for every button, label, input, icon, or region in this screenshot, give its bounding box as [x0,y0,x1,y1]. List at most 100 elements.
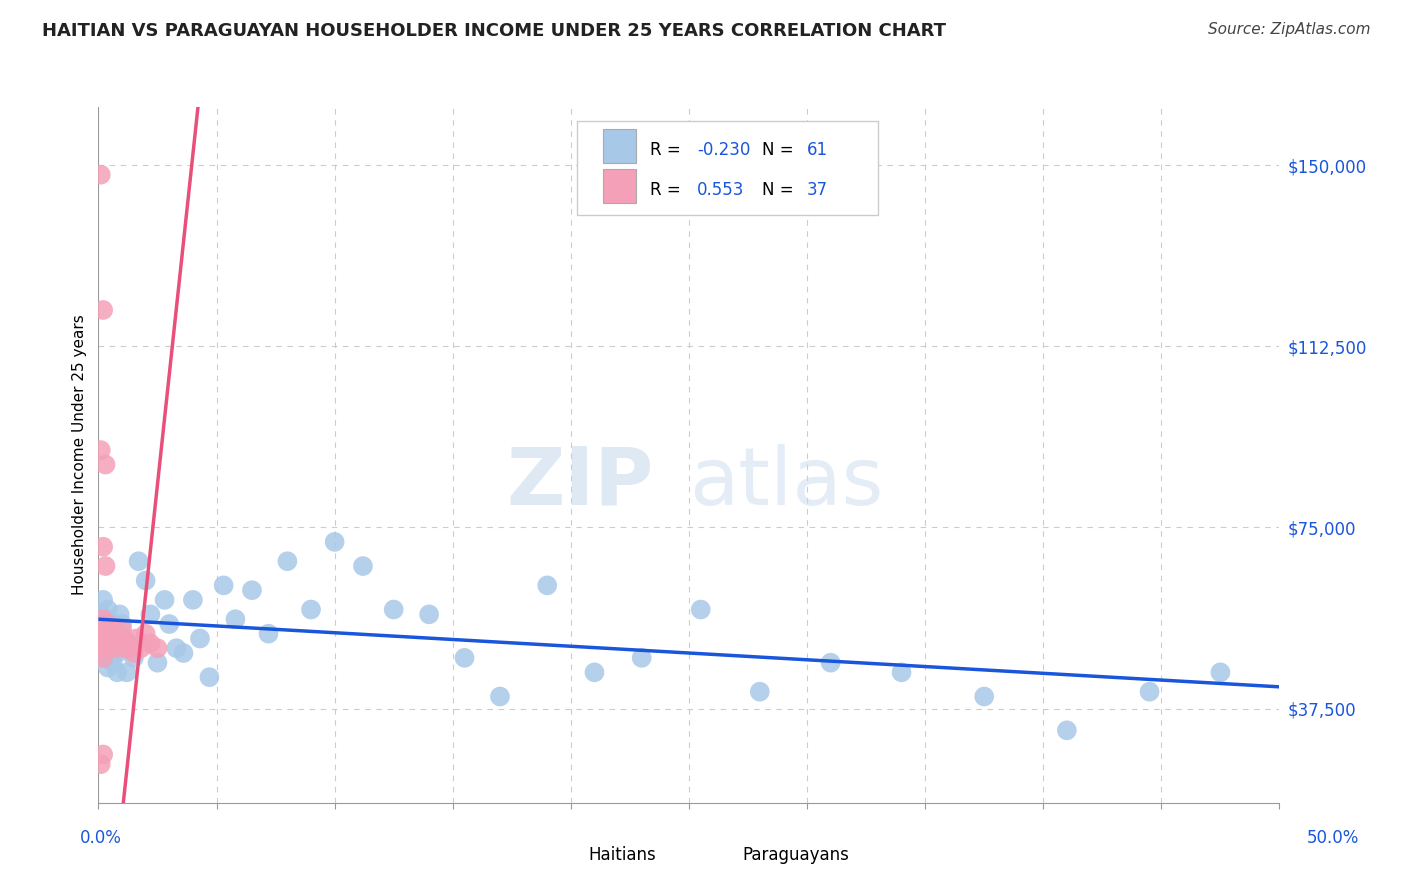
Point [489,690,512,704]
Point [323,534,346,549]
Point [90,622,112,636]
Text: atlas: atlas [689,443,883,522]
Point [689,602,711,616]
Point [240,583,263,598]
Text: N =: N = [762,141,799,160]
Point [146,656,169,670]
Point [1209,665,1232,680]
Point [118,641,141,656]
Point [118,636,141,650]
Text: R =: R = [650,141,686,160]
Y-axis label: Householder Income Under 25 years: Householder Income Under 25 years [72,315,87,595]
Point [105,665,128,680]
Point [276,554,298,568]
Text: 0.0%: 0.0% [80,829,122,847]
Point [97,602,120,616]
Point [91,540,114,554]
Point [1139,684,1161,698]
Point [108,607,131,622]
Point [352,559,374,574]
Point [90,168,112,182]
Point [135,626,157,640]
Text: ZIP: ZIP [506,443,654,522]
Point [90,641,112,656]
Point [98,641,121,656]
Point [115,665,138,680]
Text: 37: 37 [807,181,828,199]
Point [418,607,440,622]
Text: HAITIAN VS PARAGUAYAN HOUSEHOLDER INCOME UNDER 25 YEARS CORRELATION CHART: HAITIAN VS PARAGUAYAN HOUSEHOLDER INCOME… [42,22,946,40]
Point [122,646,145,660]
Point [101,617,124,632]
Point [90,443,112,458]
Point [583,665,606,680]
Point [104,626,127,640]
Point [973,690,995,704]
Point [90,757,112,772]
Point [91,617,114,632]
Text: Source: ZipAtlas.com: Source: ZipAtlas.com [1208,22,1371,37]
Text: 0.553: 0.553 [697,181,745,199]
Bar [603,129,636,163]
Point [172,646,194,660]
Point [90,607,112,622]
Point [112,641,135,656]
Point [101,622,124,636]
Point [453,651,475,665]
Point [97,626,120,640]
Point [104,626,127,640]
Point [890,665,912,680]
Point [108,641,131,656]
Point [188,632,211,646]
Text: 50.0%: 50.0% [1306,829,1360,847]
Point [98,622,121,636]
Point [101,656,124,670]
Point [91,592,114,607]
Bar [707,841,737,868]
Point [98,641,121,656]
Point [153,592,176,607]
Text: R =: R = [650,181,692,199]
Point [112,632,135,646]
Point [101,636,124,650]
Point [104,641,127,656]
Point [1056,723,1078,738]
Point [630,651,652,665]
Point [97,617,120,632]
Point [257,626,280,640]
Point [91,651,114,665]
Point [820,656,842,670]
Point [135,574,157,588]
Point [115,636,138,650]
Point [94,632,117,646]
Point [91,651,114,665]
Point [91,612,114,626]
Point [125,632,148,646]
Point [181,592,204,607]
Point [94,622,117,636]
Point [97,660,120,674]
Point [91,747,114,762]
Point [101,632,124,646]
Point [94,641,117,656]
Point [165,641,187,656]
Point [299,602,322,616]
Point [382,602,405,616]
Point [94,458,117,472]
Bar [603,169,636,202]
Point [97,636,120,650]
Point [139,607,162,622]
Point [129,641,152,656]
Point [111,617,134,632]
Point [90,632,112,646]
Point [104,636,127,650]
Point [94,646,117,660]
Point [105,646,128,660]
Point [146,641,169,656]
Point [97,636,120,650]
Point [111,622,134,636]
Point [91,303,114,318]
Bar [553,841,582,868]
Point [224,612,246,626]
Point [91,632,114,646]
